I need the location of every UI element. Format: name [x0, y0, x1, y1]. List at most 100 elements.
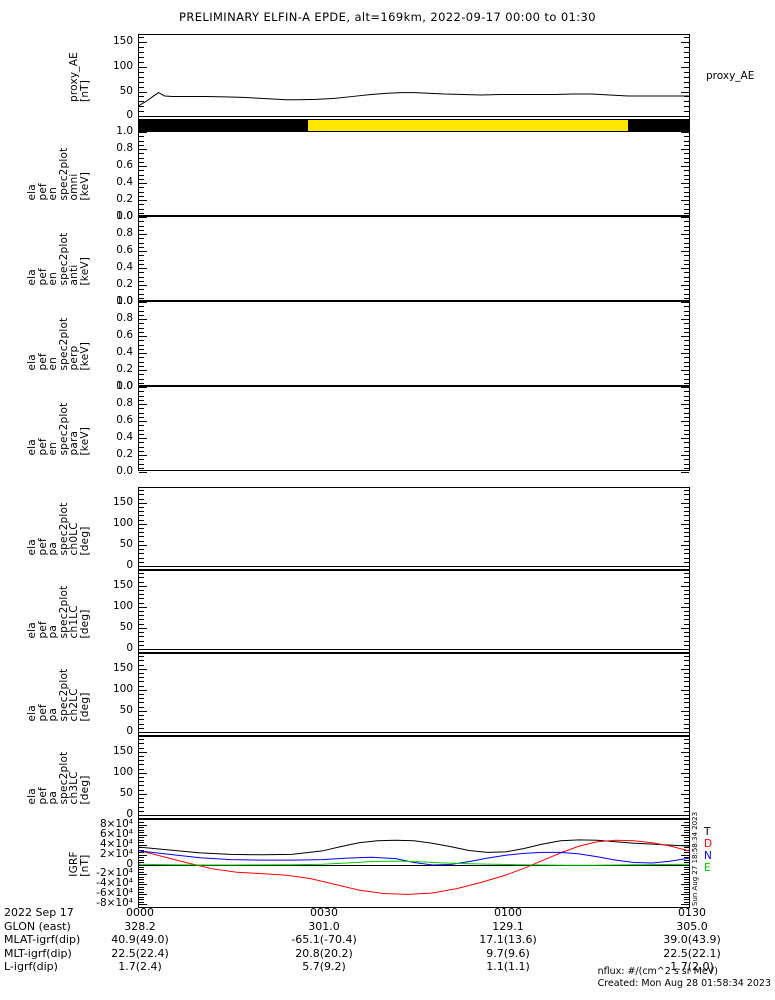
- axis-tick-major: [681, 66, 689, 68]
- axis-tick-minor: [684, 723, 689, 725]
- axis-tick-major: [139, 627, 147, 629]
- axis-tick-major: [681, 200, 689, 201]
- axis-tick-minor: [684, 86, 689, 88]
- axis-tick-minor: [139, 187, 144, 189]
- axis-tick-minor: [139, 306, 144, 308]
- axis-tick-minor: [139, 263, 144, 265]
- axis-tick-minor: [684, 806, 689, 808]
- axis-tick-minor: [684, 632, 689, 634]
- y-axis-tick-label: 150: [112, 661, 133, 674]
- axis-tick-minor: [684, 802, 689, 804]
- ephemeris-cell: 39.0(43.9): [663, 933, 721, 947]
- vertical-created-stamp: Sun Aug 27 18:58:34 2023: [691, 811, 699, 906]
- axis-tick-major: [681, 894, 689, 896]
- axis-tick-minor: [139, 310, 144, 312]
- y-axis-tick-label: 0.6: [116, 329, 133, 341]
- axis-tick-minor: [684, 829, 689, 831]
- axis-tick-minor: [139, 594, 144, 596]
- y-axis-title-line: ela: [26, 538, 38, 555]
- axis-tick-minor: [684, 528, 689, 530]
- legend-label-proxy-ae: proxy_AE: [706, 70, 755, 82]
- axis-tick-major: [681, 689, 689, 691]
- axis-tick-major: [139, 751, 147, 753]
- axis-tick-major: [139, 421, 147, 422]
- axis-tick-minor: [684, 785, 689, 787]
- axis-tick-minor: [684, 536, 689, 538]
- axis-tick-minor: [139, 785, 144, 787]
- axis-tick-minor: [684, 540, 689, 542]
- axis-tick-minor: [684, 681, 689, 683]
- y-axis-title-line: [nT]: [78, 854, 91, 877]
- zero-gridline: [139, 864, 689, 866]
- axis-tick-minor: [139, 698, 144, 700]
- axis-tick-minor: [139, 111, 144, 113]
- ephemeris-cell: -65.1(-70.4): [291, 933, 357, 947]
- axis-tick-minor: [139, 768, 144, 770]
- axis-tick-major: [139, 793, 147, 795]
- axis-tick-minor: [684, 157, 689, 159]
- axis-tick-minor: [139, 144, 144, 146]
- axis-tick-minor: [684, 519, 689, 521]
- axis-tick-minor: [684, 208, 689, 210]
- y-axis-tick-label: 100: [112, 765, 133, 778]
- axis-tick-minor: [139, 96, 144, 98]
- y-axis-tick-label: 0: [126, 641, 133, 654]
- axis-tick-minor: [684, 280, 689, 282]
- axis-tick-major: [681, 844, 689, 846]
- axis-tick-minor: [684, 331, 689, 333]
- axis-tick-minor: [139, 327, 144, 329]
- axis-tick-minor: [684, 229, 689, 231]
- axis-tick-major: [681, 627, 689, 629]
- axis-tick-major: [139, 336, 147, 337]
- axis-tick-minor: [139, 743, 144, 745]
- y-axis-tick-label: 0.6: [116, 159, 133, 171]
- axis-tick-major: [681, 353, 689, 354]
- axis-tick-major: [139, 66, 147, 68]
- y-axis-tick-label: 2×10⁴: [99, 847, 133, 860]
- axis-tick-minor: [139, 886, 144, 888]
- axis-tick-minor: [684, 37, 689, 39]
- axis-tick-major: [139, 285, 147, 286]
- axis-tick-minor: [139, 677, 144, 679]
- axis-tick-minor: [684, 715, 689, 717]
- axis-tick-minor: [684, 842, 689, 844]
- axis-tick-minor: [139, 416, 144, 418]
- axis-tick-minor: [684, 506, 689, 508]
- axis-tick-minor: [139, 374, 144, 376]
- axis-tick-minor: [139, 515, 144, 517]
- axis-tick-major: [681, 183, 689, 184]
- axis-tick-minor: [684, 852, 689, 854]
- axis-tick-minor: [684, 561, 689, 563]
- axis-tick-minor: [684, 204, 689, 206]
- axis-tick-minor: [684, 238, 689, 240]
- axis-tick-minor: [139, 852, 144, 854]
- y-axis-title-line: pa: [47, 541, 59, 555]
- axis-tick-major: [681, 455, 689, 456]
- axis-tick-major: [139, 884, 147, 886]
- axis-tick-minor: [684, 96, 689, 98]
- axis-tick-minor: [684, 515, 689, 517]
- y-axis-title-line: pa: [47, 624, 59, 638]
- axis-tick-minor: [684, 136, 689, 138]
- axis-tick-minor: [684, 378, 689, 380]
- axis-tick-minor: [139, 827, 144, 829]
- axis-tick-major: [681, 606, 689, 608]
- axis-tick-minor: [684, 429, 689, 431]
- y-axis-tick-label: 0.2: [116, 278, 133, 290]
- axis-tick-minor: [684, 886, 689, 888]
- axis-tick-minor: [684, 344, 689, 346]
- y-axis-tick-label: 100: [112, 599, 133, 612]
- axis-tick-minor: [684, 57, 689, 59]
- axis-tick-minor: [139, 382, 144, 384]
- axis-tick-minor: [684, 433, 689, 435]
- axis-tick-minor: [684, 896, 689, 898]
- axis-tick-minor: [139, 195, 144, 197]
- y-axis-title-en-para: ela pef en spec2plot para [keV]: [26, 402, 91, 455]
- axis-tick-minor: [684, 832, 689, 834]
- axis-tick-minor: [684, 594, 689, 596]
- data-series-N: [139, 850, 689, 866]
- axis-tick-minor: [139, 602, 144, 604]
- axis-tick-minor: [139, 553, 144, 555]
- axis-tick-minor: [139, 467, 144, 469]
- y-axis-title-igrf: IGRF [nT]: [68, 851, 91, 877]
